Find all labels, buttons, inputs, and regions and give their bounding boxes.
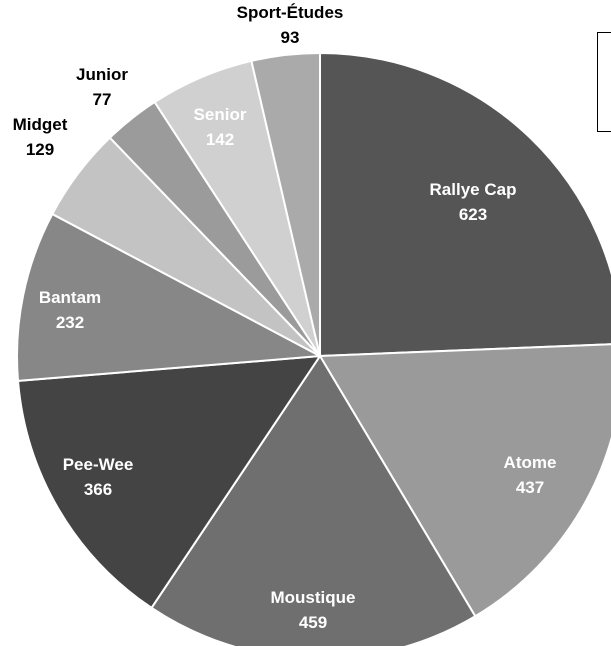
slice-value-moustique: 459 [299,613,327,632]
pie-slice-pee-wee [16,354,322,610]
slice-value-midget: 129 [26,140,54,159]
slice-value-sport-etudes: 93 [281,28,300,47]
slice-label-junior: Junior [76,65,128,84]
pie-slice-sport-etudes [250,51,321,357]
legend [597,32,611,132]
slice-label-midget: Midget [13,115,68,134]
slice-value-pee-wee: 366 [84,480,112,499]
pie-slice-bantam [16,212,324,382]
slice-label-sport-etudes: Sport-Études [237,3,344,22]
slice-value-bantam: 232 [56,313,84,332]
slice-label-bantam: Bantam [39,288,101,307]
slice-label-atome: Atome [504,453,557,472]
slice-label-rallye-cap: Rallye Cap [430,180,517,199]
pie-slice-moustique [150,354,477,646]
slice-value-junior: 77 [93,90,112,109]
pie-slice-atome [318,343,611,618]
slice-value-atome: 437 [516,478,544,497]
slice-label-pee-wee: Pee-Wee [63,455,134,474]
pie-slice-rallye-cap [319,51,611,358]
slice-value-rallye-cap: 623 [459,205,487,224]
slice-label-moustique: Moustique [271,588,356,607]
slice-value-senior: 142 [206,130,234,149]
slice-label-senior: Senior [194,105,247,124]
pie-slices [16,51,611,646]
pie-labels: Rallye Cap 623 Atome 437 Moustique 459 Pee-Wee… [13,3,557,632]
